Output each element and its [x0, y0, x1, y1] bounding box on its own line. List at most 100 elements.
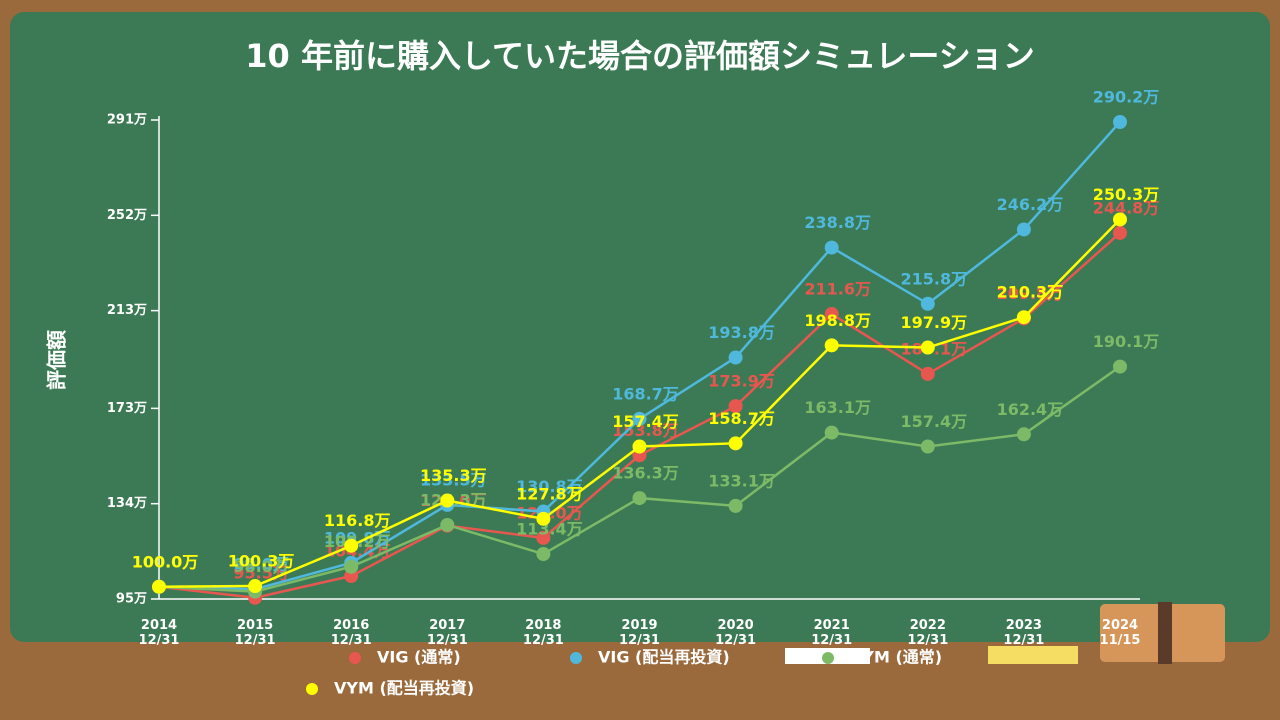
data-label: 100.0万: [132, 552, 199, 571]
data-label: 168.7万: [612, 384, 679, 403]
data-point: [536, 530, 551, 545]
x-tick-label: 2017 12/31: [426, 618, 468, 648]
data-point: [440, 493, 455, 508]
data-label: 99.0万: [233, 555, 288, 574]
data-label: 100.3万: [228, 552, 295, 571]
x-tick-label: 2018 12/31: [522, 618, 564, 648]
data-point: [344, 538, 359, 553]
data-label: 238.8万: [804, 213, 871, 232]
data-label: 197.9万: [900, 313, 967, 332]
legend-marker: [349, 652, 361, 664]
x-tick-label: 2016 12/31: [330, 618, 372, 648]
data-label: 100.0万: [132, 552, 199, 571]
data-label: 113.4万: [516, 520, 583, 539]
data-label: 215.8万: [900, 269, 967, 288]
x-tick-label: 2023 12/31: [1003, 618, 1045, 648]
data-label: 162.4万: [997, 400, 1064, 419]
chart-title: 10 年前に購入していた場合の評価額シミュレーション: [245, 37, 1034, 75]
data-point: [632, 411, 647, 426]
data-label: 136.3万: [612, 464, 679, 483]
series: 100.0万98.0万108.2万125.3万113.4万136.3万133.1…: [132, 332, 1159, 599]
data-label: 198.8万: [804, 311, 871, 330]
data-label: 290.2万: [1093, 87, 1160, 106]
data-point: [152, 579, 166, 594]
data-point: [728, 350, 743, 365]
data-label: 100.0万: [132, 552, 199, 571]
data-label: 173.9万: [708, 372, 775, 391]
data-label: 116.8万: [324, 511, 391, 530]
data-point: [440, 517, 455, 532]
data-label: 209.8万: [997, 284, 1064, 303]
data-point: [824, 425, 839, 440]
y-tick-label: 291万: [107, 113, 147, 128]
chalkboard: [10, 12, 1270, 642]
data-point: [1113, 359, 1127, 374]
x-tick-label: 2014 12/31: [138, 618, 180, 648]
data-point: [1113, 114, 1127, 129]
data-label: 153.8万: [612, 421, 679, 440]
data-label: 127.8万: [516, 484, 583, 503]
data-point: [920, 296, 935, 311]
data-label: 158.7万: [708, 409, 775, 428]
legend-label: VYM (配当再投資): [334, 679, 474, 698]
data-point: [920, 439, 935, 454]
data-point: [1016, 427, 1031, 442]
data-point: [344, 559, 359, 574]
data-point: [1016, 310, 1031, 325]
eraser-band: [1158, 602, 1172, 664]
series: 100.0万 99.0万 109.8万 133.5万 130.8万 168.7万 193.8…: [132, 87, 1160, 597]
x-tick-label: 2020 12/31: [715, 618, 757, 648]
data-label: 109.8万: [324, 528, 391, 547]
chalk: [988, 646, 1078, 664]
data-label: 135.3万: [420, 466, 487, 485]
legend-marker: [306, 683, 318, 695]
y-tick-label: 252万: [107, 208, 147, 223]
y-tick-label: 134万: [107, 496, 147, 511]
y-axis-label: 評価額: [45, 330, 69, 390]
data-point: [728, 498, 743, 513]
y-tick-label: 95万: [116, 592, 147, 607]
data-point: [536, 511, 551, 526]
data-label: 163.1万: [804, 398, 871, 417]
data-point: [632, 491, 647, 506]
data-label: 193.8万: [708, 323, 775, 342]
x-tick-label: 2024 11/15: [1099, 618, 1141, 648]
data-point: [728, 436, 743, 451]
data-point: [536, 547, 551, 562]
data-point: [632, 439, 647, 454]
data-point: [248, 579, 263, 594]
x-tick-label: 2022 12/31: [907, 618, 949, 648]
x-tick-label: 2015 12/31: [234, 618, 276, 648]
data-point: [824, 307, 839, 322]
legend-label: VYM (通常): [850, 648, 942, 667]
x-tick-label: 2021 12/31: [811, 618, 853, 648]
legend-label: VIG (通常): [377, 648, 461, 667]
x-tick-label: 2019 12/31: [619, 618, 660, 648]
data-label: 246.2万: [997, 195, 1064, 214]
data-label: 133.5万: [420, 470, 487, 489]
data-point: [920, 340, 935, 355]
y-tick-label: 173万: [107, 401, 147, 416]
legend-marker: [822, 652, 834, 664]
data-label: 133.1万: [708, 471, 775, 490]
data-point: [1016, 222, 1031, 237]
data-label: 157.4万: [900, 412, 967, 431]
legend-label: VIG (配当再投資): [598, 648, 730, 667]
data-label: 211.6万: [804, 280, 871, 299]
data-label: 130.8万: [516, 477, 583, 496]
data-point: [824, 240, 839, 255]
data-point: [1113, 225, 1127, 240]
data-label: 250.3万: [1093, 185, 1160, 204]
data-label: 210.3万: [997, 283, 1064, 302]
data-point: [920, 366, 935, 381]
data-label: 244.8万: [1093, 198, 1160, 217]
data-point: [1113, 212, 1127, 227]
data-label: 100.0万: [132, 552, 199, 571]
series: 100.0万 100.3万 116.8万 135.3万 127.8万 157.4万 158.…: [132, 185, 1160, 594]
y-tick-label: 213万: [107, 303, 147, 318]
data-label: 157.4万: [612, 412, 679, 431]
data-point: [728, 399, 743, 414]
legend-marker: [570, 652, 582, 664]
